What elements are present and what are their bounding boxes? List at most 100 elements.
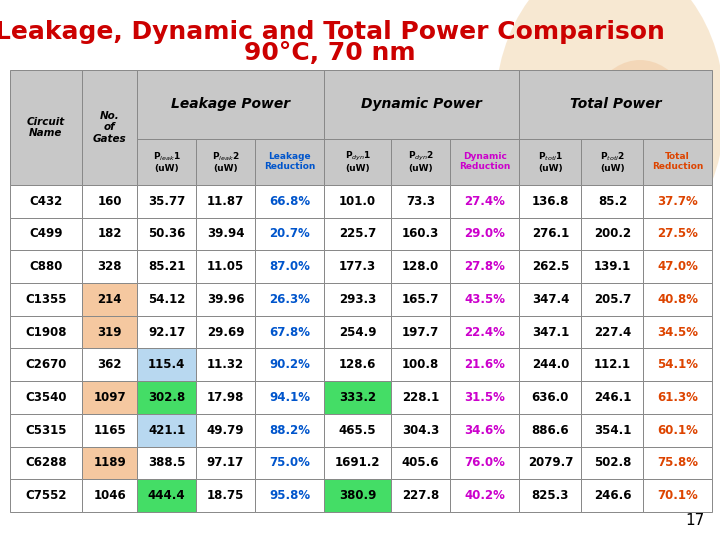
Bar (450, 185, 519, 218)
Text: 67.8%: 67.8% (269, 326, 310, 339)
Bar (519, 70, 712, 138)
Bar (196, 138, 255, 185)
Bar (519, 414, 581, 447)
Text: 502.8: 502.8 (594, 456, 631, 469)
Text: C7552: C7552 (25, 489, 67, 502)
Bar (324, 414, 391, 447)
Text: 66.8%: 66.8% (269, 195, 310, 208)
Text: 405.6: 405.6 (402, 456, 439, 469)
Bar (196, 348, 255, 381)
Bar (581, 218, 644, 251)
Text: 293.3: 293.3 (339, 293, 377, 306)
Text: 1046: 1046 (93, 489, 126, 502)
Text: 214: 214 (97, 293, 122, 306)
Text: 1691.2: 1691.2 (335, 456, 380, 469)
Bar (391, 447, 450, 480)
Bar (519, 218, 581, 251)
Bar (82, 414, 138, 447)
Bar (138, 414, 196, 447)
Bar (82, 348, 138, 381)
Text: 11.05: 11.05 (207, 260, 244, 273)
Text: 262.5: 262.5 (531, 260, 569, 273)
Bar (324, 348, 391, 381)
Bar (644, 218, 712, 251)
Bar (644, 185, 712, 218)
Text: 465.5: 465.5 (339, 424, 377, 437)
Bar (644, 480, 712, 512)
Text: 354.1: 354.1 (594, 424, 631, 437)
Text: Leakage, Dynamic and Total Power Comparison: Leakage, Dynamic and Total Power Compari… (0, 20, 665, 44)
Text: 388.5: 388.5 (148, 456, 186, 469)
Text: 225.7: 225.7 (339, 227, 377, 240)
Text: Total
Reduction: Total Reduction (652, 152, 703, 171)
Bar (391, 218, 450, 251)
Bar (581, 283, 644, 316)
Text: 17.98: 17.98 (207, 391, 244, 404)
Text: 27.8%: 27.8% (464, 260, 505, 273)
Text: 328: 328 (97, 260, 122, 273)
Bar (450, 480, 519, 512)
Bar (324, 138, 391, 185)
Text: 333.2: 333.2 (339, 391, 377, 404)
Text: 112.1: 112.1 (594, 359, 631, 372)
Text: C3540: C3540 (25, 391, 67, 404)
Bar (196, 283, 255, 316)
Bar (519, 138, 581, 185)
Text: P$_{leak}$1
(uW): P$_{leak}$1 (uW) (153, 150, 181, 173)
Text: P$_{totl}$2
(uW): P$_{totl}$2 (uW) (600, 150, 625, 173)
Text: 29.0%: 29.0% (464, 227, 505, 240)
Bar (519, 185, 581, 218)
Bar (581, 185, 644, 218)
Bar (255, 185, 324, 218)
Bar (82, 185, 138, 218)
Text: 139.1: 139.1 (594, 260, 631, 273)
Bar (10, 414, 82, 447)
Bar (644, 447, 712, 480)
Bar (324, 283, 391, 316)
Bar (324, 316, 391, 348)
Text: 21.6%: 21.6% (464, 359, 505, 372)
Bar (644, 348, 712, 381)
Text: 11.32: 11.32 (207, 359, 244, 372)
Text: 227.8: 227.8 (402, 489, 439, 502)
Ellipse shape (495, 0, 720, 265)
Bar (255, 251, 324, 283)
Text: 75.0%: 75.0% (269, 456, 310, 469)
Bar (82, 480, 138, 512)
Text: C432: C432 (30, 195, 63, 208)
Bar (138, 251, 196, 283)
Bar (644, 381, 712, 414)
Text: C1908: C1908 (25, 326, 67, 339)
Text: 444.4: 444.4 (148, 489, 186, 502)
Bar (324, 251, 391, 283)
Text: Circuit
Name: Circuit Name (27, 117, 65, 138)
Bar (581, 316, 644, 348)
Text: 228.1: 228.1 (402, 391, 439, 404)
Bar (255, 316, 324, 348)
Text: C2670: C2670 (25, 359, 67, 372)
Text: 54.12: 54.12 (148, 293, 186, 306)
Bar (138, 447, 196, 480)
Text: 47.0%: 47.0% (657, 260, 698, 273)
Text: 886.6: 886.6 (531, 424, 570, 437)
Bar (255, 283, 324, 316)
Bar (644, 138, 712, 185)
Text: 35.77: 35.77 (148, 195, 185, 208)
Bar (581, 381, 644, 414)
Text: 197.7: 197.7 (402, 326, 439, 339)
Bar (10, 70, 82, 185)
Bar (138, 316, 196, 348)
Bar (255, 218, 324, 251)
Text: 31.5%: 31.5% (464, 391, 505, 404)
Text: 1097: 1097 (94, 391, 126, 404)
Bar (391, 414, 450, 447)
Text: 40.8%: 40.8% (657, 293, 698, 306)
Text: 27.4%: 27.4% (464, 195, 505, 208)
Bar (255, 348, 324, 381)
Text: 347.4: 347.4 (531, 293, 569, 306)
Text: P$_{totl}$1
(uW): P$_{totl}$1 (uW) (538, 150, 563, 173)
Text: 88.2%: 88.2% (269, 424, 310, 437)
Bar (391, 283, 450, 316)
Bar (519, 480, 581, 512)
Text: 227.4: 227.4 (594, 326, 631, 339)
